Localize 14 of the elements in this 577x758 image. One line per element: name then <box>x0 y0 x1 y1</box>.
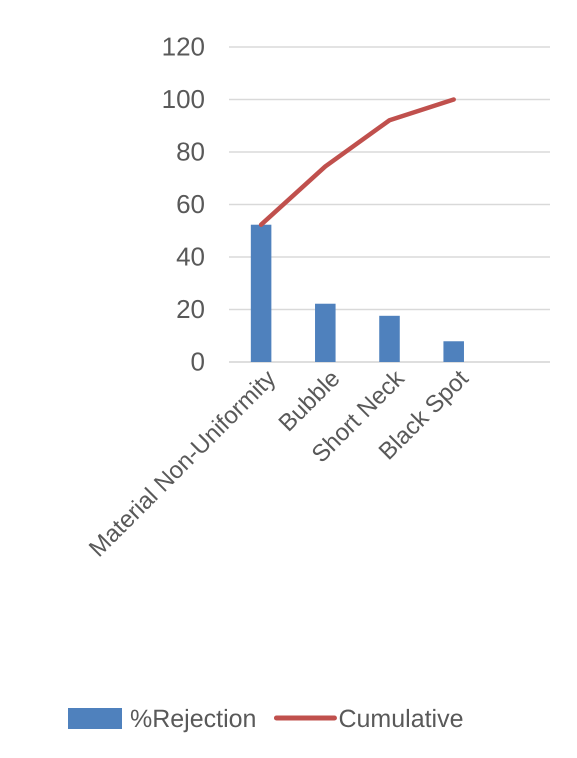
y-tick-label: 100 <box>162 84 205 114</box>
bar <box>443 341 464 362</box>
y-tick-label: 40 <box>176 241 205 272</box>
y-tick-label: 60 <box>176 188 205 219</box>
y-tick-label: 120 <box>162 31 205 62</box>
bar <box>250 224 272 362</box>
legend-label: Cumulative <box>338 704 464 733</box>
y-tick-label: 20 <box>176 294 205 324</box>
y-tick-label: 0 <box>190 346 205 376</box>
bar <box>379 316 400 362</box>
y-tick-label: 80 <box>176 136 205 166</box>
line-series <box>258 97 456 227</box>
bar <box>315 304 336 362</box>
legend-label: %Rejection <box>130 704 256 733</box>
